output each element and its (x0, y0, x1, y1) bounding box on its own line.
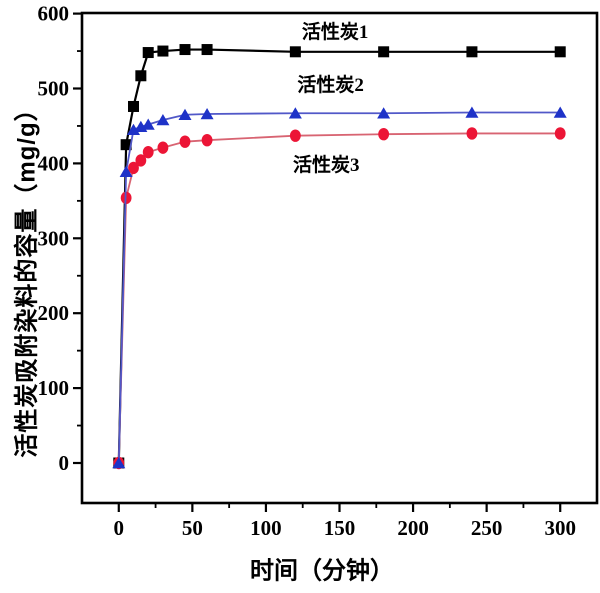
series-marker-triangle (119, 165, 133, 177)
series-marker-triangle (112, 457, 126, 469)
y-tick-label: 300 (38, 226, 70, 250)
series-marker-square (157, 45, 169, 57)
series-marker-square (378, 46, 390, 58)
series-marker-square (466, 46, 478, 58)
plot-frame (80, 11, 599, 505)
series-line-2 (117, 111, 561, 464)
series-marker-circle (135, 154, 147, 167)
series-label-2: 活性炭2 (297, 73, 364, 96)
x-tick-label: 300 (544, 516, 576, 540)
series-marker-circle (554, 127, 566, 140)
series-marker-square (201, 44, 213, 56)
series-marker-circle (157, 141, 169, 154)
x-tick-label: 0 (114, 516, 125, 540)
series-marker-circle (289, 129, 301, 142)
series-marker-triangle (200, 107, 214, 120)
series-marker-triangle (127, 123, 140, 135)
series-marker-triangle (141, 118, 155, 130)
series-marker-circle (128, 161, 139, 175)
series-label-3: 活性炭3 (293, 153, 360, 176)
series-marker-circle (201, 133, 213, 147)
series-marker-circle (378, 127, 390, 141)
series-label-1: 活性炭1 (302, 20, 369, 43)
y-tick-label: 400 (38, 151, 70, 175)
y-tick-label: 0 (59, 451, 70, 475)
y-tick-label: 200 (38, 301, 70, 325)
series-marker-square (128, 100, 139, 112)
series-line-1 (117, 48, 561, 464)
series-marker-triangle (553, 106, 567, 118)
series-marker-triangle (288, 107, 302, 119)
series-marker-triangle (465, 106, 479, 118)
x-tick-label: 150 (324, 516, 356, 540)
series-marker-square (554, 46, 566, 58)
series-line-3 (117, 132, 561, 464)
x-tick-label: 200 (397, 516, 429, 540)
series-marker-triangle (178, 108, 192, 121)
x-tick-label: 50 (182, 516, 203, 540)
series-marker-square (142, 47, 154, 59)
series-marker-square (289, 46, 301, 58)
x-tick-label: 250 (471, 516, 503, 540)
series-marker-circle (142, 145, 154, 159)
series-marker-circle (466, 127, 478, 140)
series-marker-square (120, 139, 132, 151)
series-marker-square (135, 70, 147, 82)
y-tick-label: 600 (38, 2, 70, 26)
series-marker-square (179, 44, 191, 56)
y-tick-label: 100 (38, 376, 70, 400)
x-tick-label: 100 (250, 516, 282, 540)
series-marker-triangle (377, 107, 391, 119)
series-marker-triangle (156, 113, 170, 126)
x-axis-title: 时间（分钟） (250, 557, 394, 585)
y-axis-title: 活性炭吸附染料的容量（mg/g） (13, 96, 41, 458)
y-tick-label: 500 (38, 76, 70, 100)
series-marker-circle (179, 135, 191, 148)
